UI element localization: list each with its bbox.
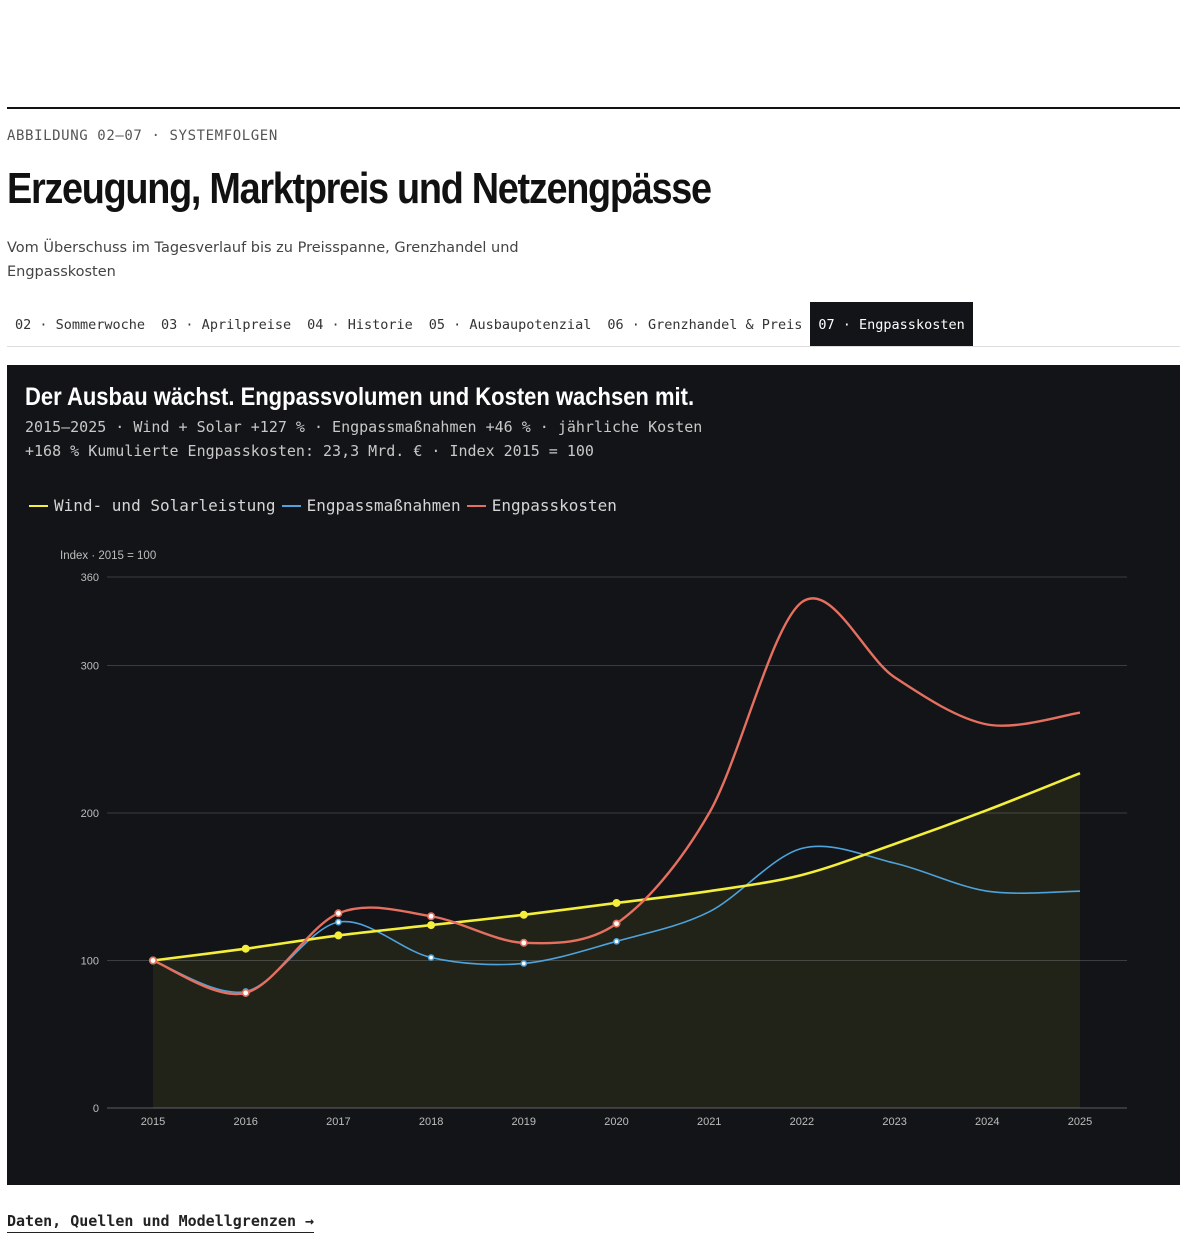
data-point: [427, 912, 436, 921]
data-point: [427, 921, 436, 930]
legend-item-costs: Engpasskosten: [466, 496, 617, 515]
y-tick-label: 0: [93, 1103, 99, 1115]
data-point: [334, 909, 343, 918]
data-point: [149, 956, 158, 965]
x-tick-label: 2015: [141, 1116, 165, 1128]
data-point: [241, 944, 250, 953]
y-tick-label: 200: [81, 808, 99, 820]
data-point: [519, 910, 528, 919]
x-tick-label: 2024: [975, 1116, 999, 1128]
x-tick-label: 2019: [512, 1116, 536, 1128]
tab-sommerwoche[interactable]: 02 · Sommerwoche: [15, 317, 146, 333]
data-point: [612, 919, 621, 928]
legend-label-measures: Engpassmaßnahmen: [306, 496, 461, 515]
data-point: [519, 938, 528, 947]
y-tick-label: 300: [81, 661, 99, 673]
x-tick-label: 2021: [697, 1116, 721, 1128]
x-tick-label: 2020: [604, 1116, 628, 1128]
legend-swatch-wind-solar: [29, 504, 48, 507]
tab-aprilpreise[interactable]: 03 · Aprilpreise: [161, 317, 292, 333]
tab-historie[interactable]: 04 · Historie: [307, 317, 413, 333]
tab-ausbaupotenzial[interactable]: 05 · Ausbaupotenzial: [428, 317, 592, 333]
data-sources-link[interactable]: Daten, Quellen und Modellgrenzen →: [7, 1212, 315, 1233]
x-tick-label: 2017: [326, 1116, 350, 1128]
figure-label: ABBILDUNG 02–07 · SYSTEMFOLGEN: [7, 128, 278, 144]
data-point: [334, 931, 343, 940]
legend-item-measures: Engpassmaßnahmen: [281, 496, 461, 515]
chart-legend: Wind- und Solarleistung Engpassmaßnahmen…: [29, 496, 617, 515]
chart-panel: Der Ausbau wächst. Engpassvolumen und Ko…: [7, 365, 1180, 1185]
data-point: [427, 954, 435, 961]
x-tick-label: 2016: [233, 1116, 257, 1128]
data-point: [241, 988, 250, 997]
data-point: [612, 898, 621, 907]
series-line: [152, 845, 1081, 994]
tab-engpasskosten[interactable]: 07 · Engpasskosten: [810, 302, 973, 346]
legend-item-wind-solar: Wind- und Solarleistung: [29, 496, 276, 515]
page-title: Erzeugung, Marktpreis und Netzengpässe: [7, 164, 712, 213]
x-tick-label: 2025: [1068, 1116, 1092, 1128]
top-rule: [7, 107, 1180, 109]
data-point: [335, 918, 342, 926]
x-tick-label: 2022: [790, 1116, 814, 1128]
x-tick-label: 2023: [882, 1116, 906, 1128]
chart-title: Der Ausbau wächst. Engpassvolumen und Ko…: [25, 383, 695, 411]
line-chart: Index · 2015 = 100 0 100 200 300 360 2015 2016 2…: [60, 550, 1127, 1128]
y-tick-label: 100: [81, 956, 99, 968]
legend-label-wind-solar: Wind- und Solarleistung: [54, 496, 276, 515]
tab-grenzhandel-preis[interactable]: 06 · Grenzhandel & Preis: [607, 317, 803, 333]
data-point: [613, 937, 620, 945]
legend-label-costs: Engpasskosten: [491, 496, 617, 515]
legend-swatch-costs: [466, 504, 486, 507]
x-tick-label: 2018: [419, 1116, 443, 1128]
legend-swatch-measures: [281, 504, 301, 507]
y-tick-label: 360: [81, 572, 99, 584]
y-axis-label: Index · 2015 = 100: [60, 550, 156, 562]
chart-subtitle: 2015–2025 · Wind + Solar +127 % · Engpas…: [25, 418, 703, 460]
figure-tabs: 02 · Sommerwoche 03 · Aprilpreise 04 · H…: [7, 302, 1180, 347]
series-line: [152, 597, 1081, 996]
data-point: [520, 960, 528, 967]
page-subtitle: Vom Überschuss im Tagesverlauf bis zu Pr…: [7, 240, 519, 280]
